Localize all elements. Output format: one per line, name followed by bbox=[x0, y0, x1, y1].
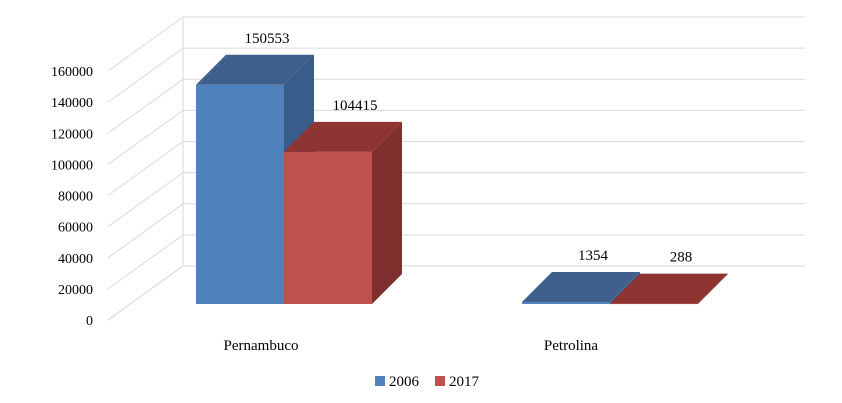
y-tick-label: 100000 bbox=[51, 158, 93, 173]
bar-2006-pernambuco bbox=[196, 54, 314, 304]
bar-side bbox=[372, 121, 402, 305]
data-label: 150553 bbox=[245, 31, 290, 47]
gridline bbox=[107, 265, 805, 321]
legend-label: 2017 bbox=[449, 374, 480, 390]
bar-top bbox=[284, 121, 402, 152]
data-label: 104415 bbox=[333, 98, 378, 114]
y-tick-label: 140000 bbox=[51, 96, 93, 111]
legend: 2006 2017 bbox=[375, 374, 480, 390]
bar-side bbox=[698, 273, 728, 304]
bar-front bbox=[610, 303, 698, 305]
data-labels: 150553 104415 1354 288 bbox=[245, 31, 693, 266]
y-tick-label: 80000 bbox=[58, 190, 93, 205]
gridline bbox=[107, 78, 805, 134]
gridline bbox=[107, 109, 805, 165]
data-label: 288 bbox=[670, 250, 693, 266]
bar-front bbox=[284, 151, 372, 304]
gridline bbox=[107, 172, 805, 228]
y-tick-label: 160000 bbox=[51, 65, 93, 80]
y-tick-label: 0 bbox=[86, 314, 93, 329]
bar-2006-petrolina bbox=[522, 272, 640, 304]
x-category-label: Petrolina bbox=[544, 338, 598, 354]
legend-swatch bbox=[435, 376, 445, 386]
y-tick-label: 20000 bbox=[58, 283, 93, 298]
bar-top bbox=[196, 54, 314, 85]
x-category-label: Pernambuco bbox=[224, 338, 299, 354]
y-tick-label: 120000 bbox=[51, 127, 93, 142]
bar-2017-petrolina bbox=[610, 273, 728, 305]
gridline bbox=[107, 234, 805, 290]
bar-top bbox=[610, 273, 728, 304]
bar-front bbox=[522, 302, 610, 304]
bar-2017-pernambuco bbox=[284, 121, 402, 305]
legend-swatch bbox=[375, 376, 385, 386]
chart-walls bbox=[107, 16, 805, 321]
x-axis: Pernambuco Petrolina bbox=[224, 338, 599, 354]
data-label: 1354 bbox=[578, 248, 609, 264]
bars bbox=[196, 54, 728, 305]
bar-front bbox=[196, 84, 284, 304]
y-axis: 0 20000 40000 60000 80000 100000 120000 140000 1… bbox=[51, 65, 93, 329]
gridline bbox=[107, 16, 805, 72]
y-tick-label: 60000 bbox=[58, 221, 93, 236]
gridline bbox=[107, 47, 805, 103]
bar-top bbox=[522, 272, 640, 302]
y-tick-label: 40000 bbox=[58, 252, 93, 267]
legend-label: 2006 bbox=[389, 374, 420, 390]
bar-side bbox=[610, 272, 640, 304]
gridline bbox=[107, 141, 805, 196]
gridline bbox=[107, 203, 805, 259]
